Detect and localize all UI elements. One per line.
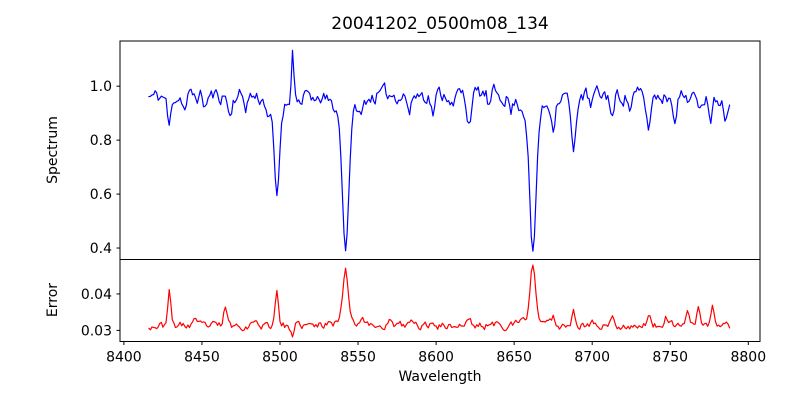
y-tick-label: 0.6 bbox=[90, 187, 112, 203]
x-tick-label: 8450 bbox=[184, 350, 220, 366]
x-tick-label: 8400 bbox=[106, 350, 142, 366]
plot-title: 20041202_0500m08_134 bbox=[331, 14, 548, 34]
error-axes-frame bbox=[119, 259, 761, 342]
x-tick-label: 8500 bbox=[262, 350, 298, 366]
x-axis-label: Wavelength bbox=[398, 369, 481, 385]
y-tick-label: 0.8 bbox=[90, 133, 112, 149]
x-tick-label: 8800 bbox=[730, 350, 766, 366]
x-tick-label: 8550 bbox=[340, 350, 376, 366]
y-axis-label-spectrum: Spectrum bbox=[45, 116, 61, 184]
spectrum-axes-frame bbox=[119, 40, 761, 260]
x-tick-label: 8750 bbox=[652, 350, 688, 366]
plot-area: 0.4 0.6 0.8 1.0 0.03 0.04 8400 8450 8500 8550 8600… bbox=[81, 49, 766, 366]
y-axis-label-error: Error bbox=[45, 283, 61, 317]
error-series-line bbox=[148, 264, 731, 338]
spectrum-series-line bbox=[148, 49, 731, 252]
y-tick-label: 0.04 bbox=[81, 287, 112, 303]
x-tick-label: 8600 bbox=[418, 350, 454, 366]
y-tick-label: 0.4 bbox=[90, 241, 112, 257]
x-tick-label: 8650 bbox=[496, 350, 532, 366]
y-tick-label: 1.0 bbox=[90, 79, 112, 95]
x-tick-label: 8700 bbox=[574, 350, 610, 366]
y-tick-label: 0.03 bbox=[81, 323, 112, 339]
